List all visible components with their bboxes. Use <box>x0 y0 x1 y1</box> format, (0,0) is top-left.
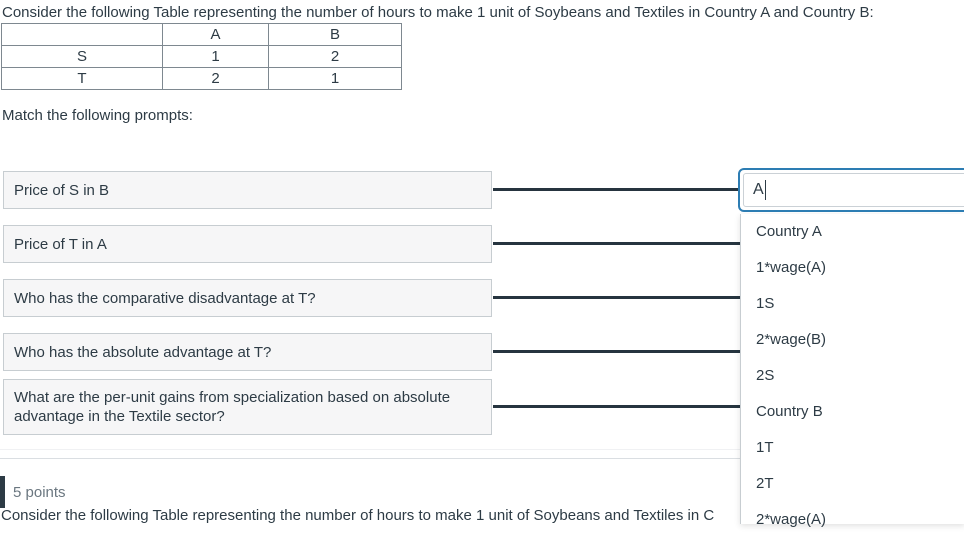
points-accent-bar <box>0 476 5 508</box>
question-title: Consider the following Table representin… <box>2 4 874 21</box>
match-connector-line <box>493 242 742 245</box>
combobox-text-field[interactable]: A <box>743 173 964 207</box>
dropdown-option[interactable]: Country B <box>756 403 823 420</box>
match-connector-line <box>493 350 742 353</box>
prompt-box-absolute-advantage: Who has the absolute advantage at T? <box>3 333 492 371</box>
match-connector-line <box>493 188 742 191</box>
table-row: S 1 2 <box>1 45 402 68</box>
dropdown-option[interactable]: 2*wage(A) <box>756 511 827 528</box>
cell-t-a: 2 <box>162 67 269 90</box>
prompt-box-price-s-b: Price of S in B <box>3 171 492 209</box>
match-answer-combobox[interactable]: A <box>738 168 964 212</box>
prompt-box-price-t-a: Price of T in A <box>3 225 492 263</box>
combobox-value: A <box>753 181 764 198</box>
dropdown-option[interactable]: 2S <box>756 367 775 384</box>
match-instructions: Match the following prompts: <box>2 107 193 124</box>
dropdown-option[interactable]: Country A <box>756 223 822 240</box>
next-question-text: Consider the following Table representin… <box>1 507 715 524</box>
table-header-country-b: B <box>268 23 402 46</box>
hours-per-unit-table: A B S 1 2 T 2 1 <box>1 23 402 90</box>
table-header-row: A B <box>1 23 402 46</box>
dropdown-option[interactable]: 2T <box>756 475 774 492</box>
row-label-textiles: T <box>1 67 163 90</box>
dropdown-option[interactable]: 2*wage(B) <box>756 331 827 348</box>
table-row: T 2 1 <box>1 67 402 90</box>
prompt-box-comparative-disadvantage: Who has the comparative disadvantage at … <box>3 279 492 317</box>
dropdown-option[interactable]: 1T <box>756 439 774 456</box>
cell-t-b: 1 <box>268 67 402 90</box>
table-header-country-a: A <box>162 23 269 46</box>
question-divider <box>0 449 964 450</box>
dropdown-option[interactable]: 1S <box>756 295 775 312</box>
cell-s-b: 2 <box>268 45 402 68</box>
match-connector-line <box>493 296 742 299</box>
match-connector-line <box>493 405 742 408</box>
table-header-empty <box>1 23 163 46</box>
cell-s-a: 1 <box>162 45 269 68</box>
prompt-box-per-unit-gains: What are the per-unit gains from special… <box>3 379 492 435</box>
dropdown-option[interactable]: 1*wage(A) <box>756 259 827 276</box>
row-label-soybeans: S <box>1 45 163 68</box>
answer-options-dropdown: Country A 1*wage(A) 1S 2*wage(B) 2S Coun… <box>740 214 964 528</box>
points-label: 5 points <box>13 484 66 501</box>
section-divider <box>0 458 964 459</box>
text-cursor <box>764 180 766 200</box>
